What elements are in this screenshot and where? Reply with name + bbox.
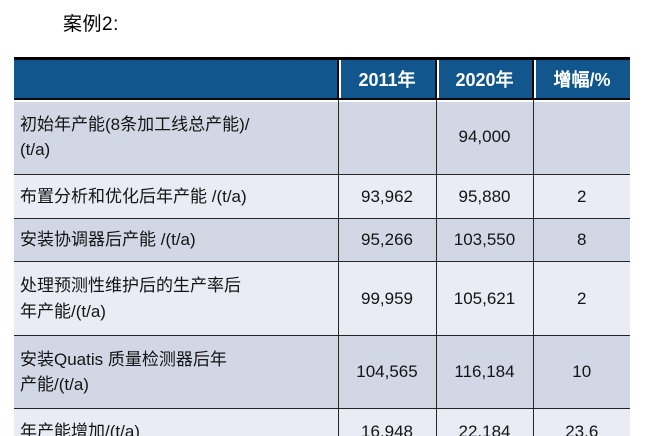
value-2020: 94,000 [435,98,534,175]
table-row-capacity-increase: 年产能增加/(t/a) 16,948 22,184 23.6 [14,408,630,436]
value-growth: 10 [532,335,630,409]
value-2011: 104,565 [337,335,437,409]
header-row: 2011年 2020年 增幅/% [14,58,630,100]
value-2020: 103,550 [435,218,534,262]
value-2011: 16,948 [337,408,437,436]
value-growth: 8 [532,218,630,262]
row-label: 安装Quatis 质量检测器后年 产能/(t/a) [14,335,339,409]
value-2020: 105,621 [435,261,534,336]
value-growth: 23.6 [532,408,630,436]
value-2011: 99,959 [337,261,437,336]
table-row-quatis-detector: 安装Quatis 质量检测器后年 产能/(t/a) 104,565 116,18… [14,335,630,409]
value-2011 [337,98,437,175]
header-cell-empty [14,58,338,100]
value-growth: 2 [532,261,630,336]
table-row-predictive-maintenance: 处理预测性维护后的生产率后 年产能/(t/a) 99,959 105,621 2 [14,261,630,336]
header-cell-2011: 2011年 [337,58,436,100]
value-growth [532,98,630,175]
case-title: 案例2: [63,14,119,35]
value-2020: 22,184 [435,408,534,436]
header-cell-growth: 增幅/% [532,58,630,100]
row-label: 布置分析和优化后年产能 /(t/a) [14,174,339,219]
value-2011: 95,266 [337,218,437,262]
table-row-initial-capacity: 初始年产能(8条加工线总产能)/ (t/a) 94,000 [14,98,630,175]
row-label: 年产能增加/(t/a) [14,408,339,436]
value-2020: 116,184 [435,335,534,409]
row-label: 初始年产能(8条加工线总产能)/ (t/a) [14,98,339,175]
value-growth: 2 [532,174,630,219]
value-2020: 95,880 [435,174,534,219]
row-label: 处理预测性维护后的生产率后 年产能/(t/a) [14,261,339,336]
row-label: 安装协调器后产能 /(t/a) [14,218,339,262]
table-row-layout-optimized: 布置分析和优化后年产能 /(t/a) 93,962 95,880 2 [14,174,630,219]
capacity-table: 2011年 2020年 增幅/% 初始年产能(8条加工线总产能)/ (t/a) … [14,57,630,436]
value-2011: 93,962 [337,174,437,219]
header-cell-2020: 2020年 [435,58,533,100]
table-row-coordinator-installed: 安装协调器后产能 /(t/a) 95,266 103,550 8 [14,218,630,262]
